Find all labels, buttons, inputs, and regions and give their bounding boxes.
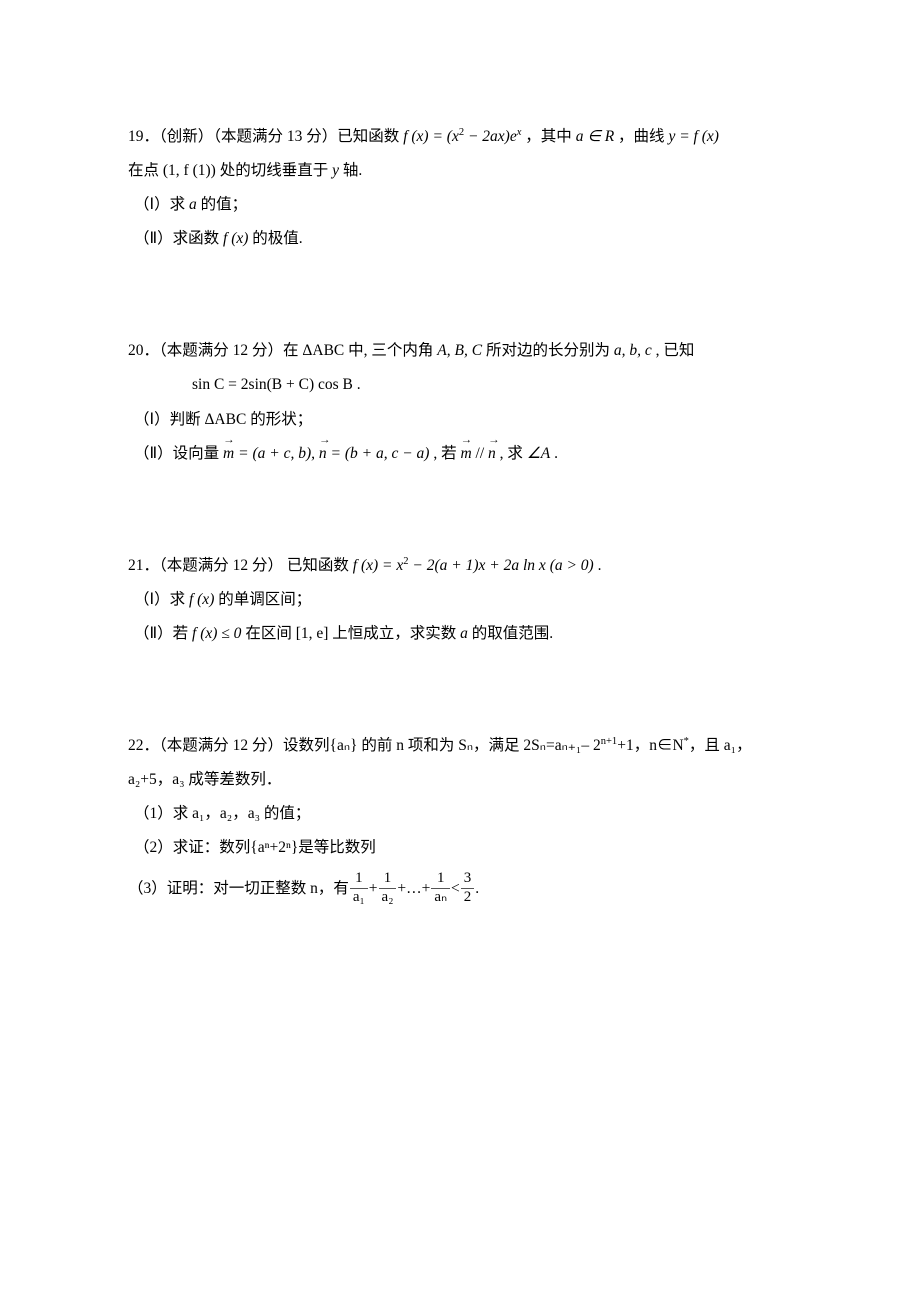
p19-stem-line2: 在点 (1, f (1)) 处的切线垂直于 y 轴.: [128, 154, 792, 188]
p22-stem-line2: a₂+5，a₃ 成等差数列．: [128, 763, 792, 797]
p22-part1: （1）求 a₁，a₂，a₃ 的值；: [128, 797, 792, 831]
p19-points: （本题满分 13 分）: [213, 128, 337, 145]
p20-number: 20: [128, 342, 144, 359]
p21-number: 21: [128, 557, 144, 574]
p20-part2: （Ⅱ）设向量 m = (a + c, b), n = (b + a, c − a…: [128, 437, 792, 471]
p20-stem-line1: 20．（本题满分 12 分）在 ΔABC 中, 三个内角 A, B, C 所对边…: [128, 334, 792, 368]
p19-part2: （Ⅱ）求函数 f (x) 的极值.: [128, 222, 792, 256]
p21-part2: （Ⅱ）若 f (x) ≤ 0 在区间 [1, e] 上恒成立，求实数 a 的取值…: [128, 617, 792, 651]
page: 19．（创新）（本题满分 13 分）已知函数 f (x) = (x2 − 2ax…: [0, 0, 920, 1302]
p21-points: （本题满分 12 分）: [159, 557, 283, 574]
problem-22: 22．（本题满分 12 分）设数列{aₙ} 的前 n 项和为 Sₙ，满足 2Sₙ…: [128, 729, 792, 912]
fraction: 1a₂: [379, 871, 397, 906]
p22-number: 22: [128, 737, 144, 754]
problem-20: 20．（本题满分 12 分）在 ΔABC 中, 三个内角 A, B, C 所对边…: [128, 334, 792, 470]
fraction: 1aₙ: [431, 871, 450, 906]
p19-part1: （Ⅰ）求 a 的值；: [128, 188, 792, 222]
p19-number: 19: [128, 128, 144, 145]
p20-eq: sin C = 2sin(B + C) cos B .: [128, 368, 792, 402]
p21-part1: （Ⅰ）求 f (x) 的单调区间；: [128, 583, 792, 617]
p19-tag: （创新）: [159, 128, 213, 145]
p22-points: （本题满分 12 分）: [159, 737, 283, 754]
p22-stem-line1: 22．（本题满分 12 分）设数列{aₙ} 的前 n 项和为 Sₙ，满足 2Sₙ…: [128, 729, 792, 763]
p19-stem-line1: 19．（创新）（本题满分 13 分）已知函数 f (x) = (x2 − 2ax…: [128, 120, 792, 154]
problem-21: 21．（本题满分 12 分） 已知函数 f (x) = x2 − 2(a + 1…: [128, 549, 792, 651]
problem-19: 19．（创新）（本题满分 13 分）已知函数 f (x) = (x2 − 2ax…: [128, 120, 792, 256]
p22-part3: （3）证明：对一切正整数 n，有 1a₁ + 1a₂ +…+ 1aₙ < 32 …: [128, 865, 792, 912]
fraction: 32: [461, 871, 475, 906]
fraction: 1a₁: [350, 871, 368, 906]
p22-part2: （2）求证：数列{aⁿ+2ⁿ}是等比数列: [128, 831, 792, 865]
p21-stem: 21．（本题满分 12 分） 已知函数 f (x) = x2 − 2(a + 1…: [128, 549, 792, 583]
p20-points: （本题满分 12 分）: [159, 342, 283, 359]
